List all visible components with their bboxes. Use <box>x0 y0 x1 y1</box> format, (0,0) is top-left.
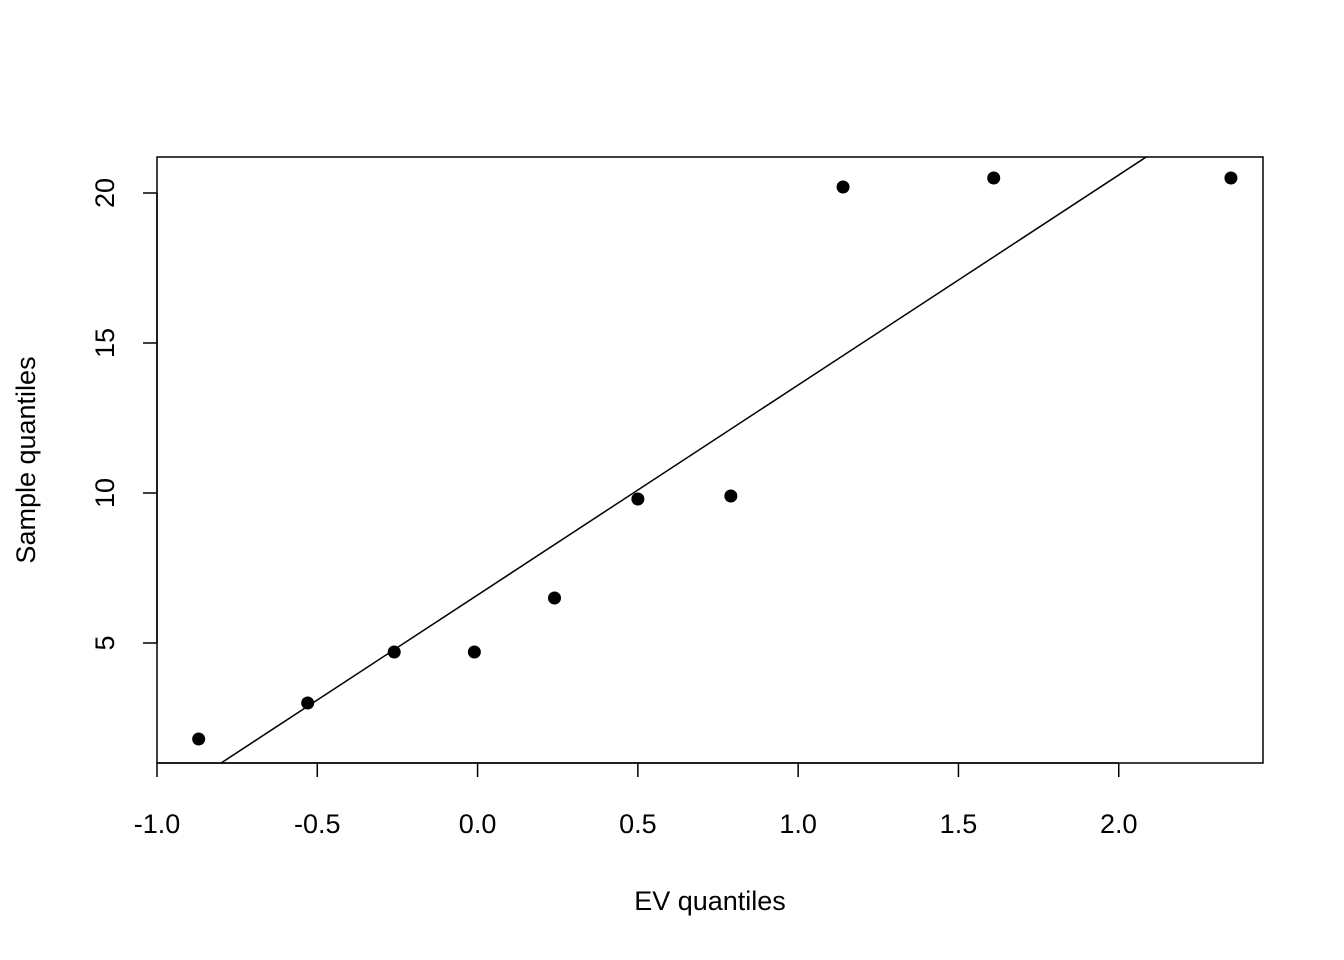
data-point <box>192 732 206 746</box>
y-axis: 5 10 15 20 <box>90 178 158 651</box>
data-point <box>836 180 850 194</box>
x-tick-label: -1.0 <box>134 809 181 839</box>
x-tick-label: -0.5 <box>294 809 341 839</box>
reference-line-group <box>219 157 1148 763</box>
plot-frame <box>156 156 1264 764</box>
x-axis-title: EV quantiles <box>634 886 786 916</box>
x-tick-label: 2.0 <box>1100 809 1138 839</box>
y-axis-title: Sample quantiles <box>11 356 41 563</box>
y-tick-label: 5 <box>90 635 120 650</box>
x-tick-label: 1.5 <box>940 809 978 839</box>
reference-line <box>219 157 1148 763</box>
data-point <box>987 171 1001 185</box>
data-point <box>1224 171 1238 185</box>
x-tick-label: 0.5 <box>619 809 657 839</box>
x-tick-label: 0.0 <box>459 809 497 839</box>
data-point <box>631 492 645 506</box>
x-tick-label: 1.0 <box>779 809 817 839</box>
y-tick-label: 10 <box>90 478 120 508</box>
y-tick-label: 20 <box>90 178 120 208</box>
data-points <box>192 171 1238 746</box>
data-point <box>724 489 738 503</box>
y-tick-label: 15 <box>90 328 120 358</box>
x-axis: -1.0 -0.5 0.0 0.5 1.0 1.5 2.0 <box>134 762 1138 839</box>
data-point <box>467 645 481 659</box>
data-point <box>301 696 315 710</box>
data-point <box>387 645 401 659</box>
data-point <box>548 591 562 605</box>
